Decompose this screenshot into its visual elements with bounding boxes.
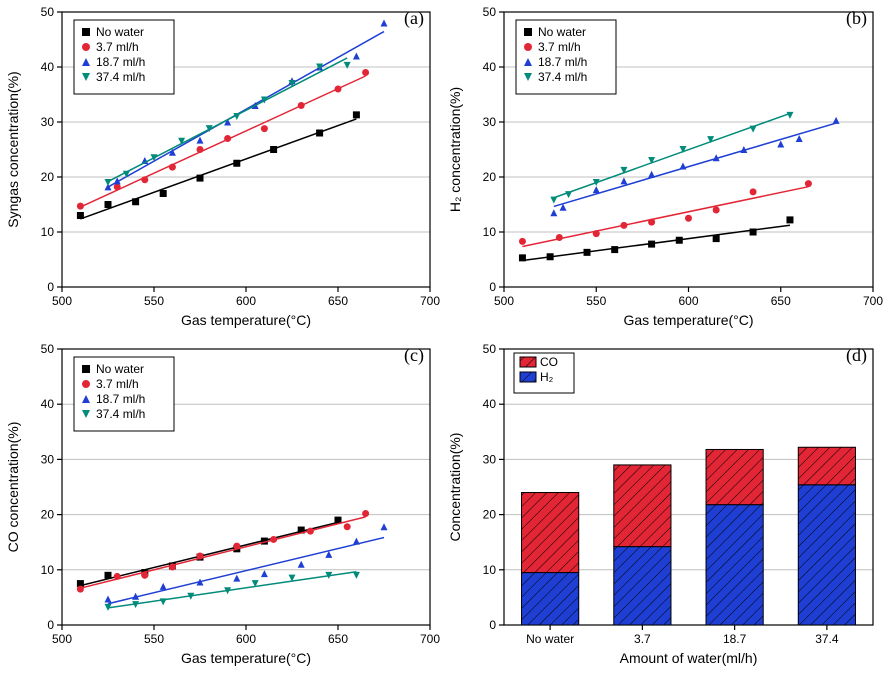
svg-text:700: 700 <box>863 294 883 308</box>
svg-text:10: 10 <box>483 225 497 239</box>
svg-text:Amount of water(ml/h): Amount of water(ml/h) <box>620 650 758 666</box>
svg-text:500: 500 <box>52 294 72 308</box>
svg-text:18.7: 18.7 <box>723 632 747 646</box>
svg-text:550: 550 <box>144 294 164 308</box>
svg-text:500: 500 <box>494 294 514 308</box>
svg-text:Syngas concentration(%): Syngas concentration(%) <box>5 71 21 227</box>
svg-text:10: 10 <box>483 563 497 577</box>
svg-text:550: 550 <box>144 632 164 646</box>
svg-text:Concentration(%): Concentration(%) <box>447 433 463 542</box>
svg-text:650: 650 <box>771 294 791 308</box>
figure-grid: 50055060065070001020304050Gas temperatur… <box>0 0 885 675</box>
svg-text:10: 10 <box>41 225 55 239</box>
panel-c: 500 550 600 650 700 0 10 20 30 40 50 Gas temperatur… <box>0 337 442 675</box>
svg-text:500: 500 <box>52 632 72 646</box>
svg-text:550: 550 <box>586 294 606 308</box>
svg-text:18.7 ml/h: 18.7 ml/h <box>538 55 587 69</box>
svg-text:10: 10 <box>41 563 55 577</box>
panel-c-label: (c) <box>404 345 424 366</box>
svg-text:CO concentration(%): CO concentration(%) <box>5 422 21 553</box>
svg-text:Gas temperature(°C): Gas temperature(°C) <box>623 312 753 328</box>
panel-a-label: (a) <box>404 8 424 29</box>
svg-text:37.4 ml/h: 37.4 ml/h <box>96 407 145 421</box>
svg-text:50: 50 <box>483 342 497 356</box>
svg-text:18.7 ml/h: 18.7 ml/h <box>96 55 145 69</box>
svg-text:40: 40 <box>483 60 497 74</box>
svg-text:No water: No water <box>96 25 144 39</box>
svg-text:20: 20 <box>483 508 497 522</box>
svg-text:30: 30 <box>41 452 55 466</box>
svg-text:CO: CO <box>540 355 558 369</box>
svg-text:40: 40 <box>41 60 55 74</box>
panel-b: 500 550 600 650 700 0 10 20 30 40 50 Gas temperatur… <box>442 0 885 337</box>
svg-text:50: 50 <box>41 5 55 19</box>
svg-text:20: 20 <box>41 170 55 184</box>
svg-text:Gas temperature(°C): Gas temperature(°C) <box>181 650 311 666</box>
svg-text:650: 650 <box>328 294 348 308</box>
svg-text:650: 650 <box>328 632 348 646</box>
svg-text:600: 600 <box>678 294 698 308</box>
svg-text:H₂: H₂ <box>540 370 554 384</box>
svg-text:3.7 ml/h: 3.7 ml/h <box>96 40 139 54</box>
svg-text:20: 20 <box>483 170 497 184</box>
svg-text:No water: No water <box>526 632 574 646</box>
svg-text:37.4: 37.4 <box>815 632 839 646</box>
svg-text:40: 40 <box>41 397 55 411</box>
svg-text:37.4 ml/h: 37.4 ml/h <box>96 70 145 84</box>
svg-text:No water: No water <box>96 362 144 376</box>
svg-text:30: 30 <box>483 452 497 466</box>
svg-text:37.4 ml/h: 37.4 ml/h <box>538 70 587 84</box>
svg-text:30: 30 <box>483 115 497 129</box>
svg-text:600: 600 <box>236 294 256 308</box>
svg-text:30: 30 <box>41 115 55 129</box>
svg-text:H₂ concentration(%): H₂ concentration(%) <box>447 87 463 212</box>
svg-text:40: 40 <box>483 397 497 411</box>
svg-text:Gas temperature(°C): Gas temperature(°C) <box>181 312 311 328</box>
svg-text:700: 700 <box>420 294 440 308</box>
svg-text:700: 700 <box>420 632 440 646</box>
svg-text:20: 20 <box>41 508 55 522</box>
svg-text:3.7: 3.7 <box>634 632 651 646</box>
svg-text:18.7 ml/h: 18.7 ml/h <box>96 392 145 406</box>
svg-text:50: 50 <box>483 5 497 19</box>
panel-d: 0 10 20 30 40 50 No water 3.7 18.7 37.4 Amount of … <box>442 337 885 675</box>
panel-a: 500 550 600 650 700 0 10 20 30 40 50 Gas temperatur… <box>0 0 442 337</box>
svg-text:0: 0 <box>489 618 496 632</box>
svg-text:0: 0 <box>489 280 496 294</box>
svg-text:50: 50 <box>41 342 55 356</box>
svg-text:0: 0 <box>47 280 54 294</box>
panel-d-label: (d) <box>846 345 867 366</box>
svg-text:600: 600 <box>236 632 256 646</box>
svg-text:No water: No water <box>538 25 586 39</box>
svg-text:0: 0 <box>47 618 54 632</box>
panel-b-label: (b) <box>846 8 867 29</box>
svg-text:3.7 ml/h: 3.7 ml/h <box>96 377 139 391</box>
svg-text:3.7 ml/h: 3.7 ml/h <box>538 40 581 54</box>
